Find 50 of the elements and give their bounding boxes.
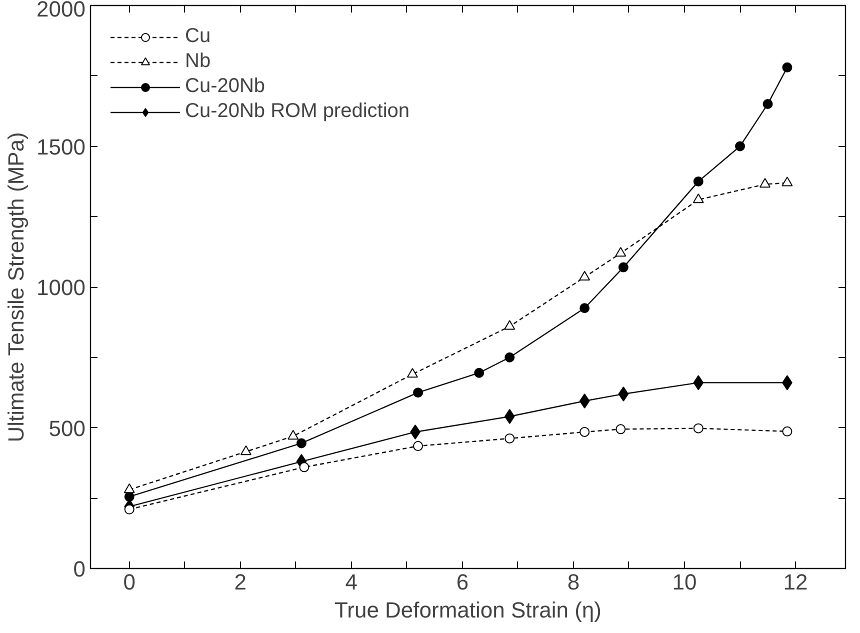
point (580, 303, 590, 314)
point (299, 462, 310, 472)
point (504, 320, 516, 330)
point (693, 375, 704, 390)
point (782, 426, 792, 436)
y-tick-label: 1000 (36, 275, 86, 300)
point (580, 426, 590, 437)
point (782, 176, 793, 186)
legend-label: Cu (185, 25, 211, 48)
point (474, 368, 484, 378)
point (693, 176, 704, 186)
y-tick-label: 2000 (36, 0, 86, 22)
point (504, 352, 515, 362)
point (618, 386, 629, 402)
x-tick-label: 2 (234, 570, 247, 594)
x-axis-title: True Deformation Strain (η) (334, 598, 602, 622)
point (124, 492, 134, 502)
y-tick-label: 500 (48, 416, 86, 441)
point (413, 388, 424, 398)
x-tick-label: 8 (567, 570, 580, 594)
point (762, 99, 773, 110)
legend-label: Nb (185, 50, 211, 73)
point (124, 504, 134, 514)
x-tick-label: 12 (783, 570, 808, 594)
x-tick-label: 4 (345, 570, 358, 594)
point (579, 394, 590, 409)
point (616, 424, 626, 434)
x-tick-label: 10 (672, 570, 697, 594)
y-tick-label: 1500 (36, 134, 86, 160)
point (296, 438, 306, 448)
point (579, 270, 590, 281)
point (406, 368, 418, 378)
y-axis-title: Ultimate Tensile Strength (MPa) (4, 132, 29, 442)
point (735, 141, 746, 152)
point (288, 430, 299, 440)
x-tick-label: 6 (456, 570, 469, 594)
point (615, 246, 626, 257)
point (618, 262, 628, 272)
point (760, 178, 771, 188)
legend-label: Cu-20Nb ROM prediction (185, 100, 410, 123)
point (124, 483, 135, 494)
point (504, 433, 515, 444)
legend-label: Cu-20Nb (185, 75, 266, 98)
point (504, 408, 515, 424)
point (240, 445, 252, 456)
point (692, 193, 704, 204)
x-tick-label: 0 (123, 570, 136, 594)
point (693, 423, 704, 434)
point (782, 62, 792, 72)
point (413, 441, 424, 452)
